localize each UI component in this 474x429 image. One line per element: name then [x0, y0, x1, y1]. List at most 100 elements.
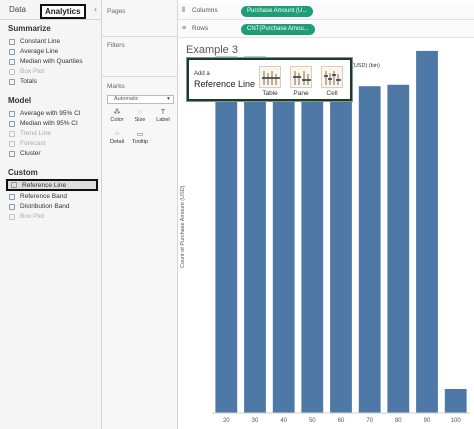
chevron-down-icon: ▼ — [166, 96, 171, 102]
custom-heading: Custom — [8, 168, 38, 177]
columns-pill[interactable]: Purchase Amount (U... — [241, 6, 314, 17]
label-icon: T — [160, 109, 166, 116]
rows-shelf[interactable]: ≡ Rows CNT(Purchase Amou... — [178, 21, 474, 38]
columns-shelf[interactable]: ⦀ Columns Purchase Amount (U... — [178, 3, 474, 20]
median-quartiles-icon — [9, 58, 15, 65]
pane-tabs: Data Analytics ‹ — [0, 0, 102, 20]
analytics-item-median-quartiles[interactable]: Median with Quartiles — [9, 57, 99, 66]
cluster-icon — [9, 150, 15, 157]
bar-50[interactable] — [301, 82, 324, 413]
label-button[interactable]: T Label — [153, 108, 173, 126]
x-tick-label: 40 — [280, 418, 287, 424]
color-icon: ⁂ — [113, 109, 121, 116]
mark-type-select[interactable]: Automatic ▼ — [107, 95, 174, 104]
rows-icon: ≡ — [182, 25, 187, 32]
analytics-item-label: Reference Band — [20, 193, 67, 200]
mark-button-label: Label — [156, 117, 170, 123]
analytics-item-custom-box-plot: Box Plot — [9, 212, 99, 221]
analytics-item-label: Trend Line — [20, 130, 51, 137]
bar-20[interactable] — [215, 56, 238, 413]
sheet-title: Example 3 — [186, 44, 238, 56]
scope-cell-target[interactable] — [321, 66, 343, 88]
scope-cell-label: Cell — [326, 90, 338, 97]
analytics-item-forecast: Forecast — [9, 139, 99, 148]
bar-60[interactable] — [330, 82, 352, 413]
bar-30[interactable] — [244, 56, 266, 413]
analytics-item-totals[interactable]: Totals — [9, 77, 99, 86]
analytics-item-box-plot: Box Plot — [9, 67, 99, 76]
cards-column: Pages Filters Marks Automatic ▼ ⁂ Color ◌ S… — [102, 0, 178, 429]
columns-shelf-label: Columns — [192, 7, 218, 14]
scope-table-target[interactable] — [259, 66, 281, 88]
analytics-item-reference-line[interactable]: Reference Line — [6, 179, 98, 191]
analytics-item-label: Constant Line — [20, 38, 61, 45]
color-button[interactable]: ⁂ Color — [107, 108, 127, 126]
bar-80[interactable] — [387, 84, 410, 414]
card-divider — [102, 36, 178, 37]
tab-analytics[interactable]: Analytics — [40, 4, 86, 19]
x-tick-label: 60 — [338, 418, 345, 424]
bar-90[interactable] — [416, 50, 438, 414]
scope-pane-label: Pane — [293, 90, 309, 97]
rows-pill[interactable]: CNT(Purchase Amou... — [241, 24, 315, 35]
bar-70[interactable] — [358, 86, 381, 413]
distribution-band-icon — [9, 203, 15, 210]
bar-chart: 20 30 40 50 60 70 80 90 100 — [212, 50, 470, 424]
tab-data[interactable]: Data — [9, 5, 26, 14]
analytics-pane: Data Analytics ‹ Summarize Constant Line… — [0, 0, 102, 429]
analytics-item-label: Average Line — [20, 48, 59, 55]
reference-band-icon — [9, 193, 15, 200]
box-plot-icon — [9, 213, 15, 220]
analytics-item-label: Median with Quartiles — [20, 58, 83, 65]
analytics-item-median-ci[interactable]: Median with 95% CI — [9, 119, 99, 128]
analytics-item-average-line[interactable]: Average Line — [9, 47, 99, 56]
model-heading: Model — [8, 96, 32, 105]
constant-line-icon — [9, 38, 15, 45]
mark-type-value: Automatic — [114, 96, 139, 102]
x-tick-label: 50 — [309, 418, 316, 424]
detail-button[interactable]: ⁘ Detail — [107, 130, 127, 148]
view-canvas[interactable]: Example 3 (USD) (bin) Count of Purchase … — [178, 38, 474, 429]
analytics-item-label: Reference Line — [22, 181, 67, 189]
pages-card-title: Pages — [107, 8, 126, 15]
analytics-item-constant-line[interactable]: Constant Line — [9, 37, 99, 46]
marks-card-title: Marks — [107, 83, 125, 90]
average-line-icon — [9, 48, 15, 55]
bar-40[interactable] — [272, 94, 295, 413]
median-ci-icon — [9, 120, 15, 127]
tooltip-button[interactable]: ▭ Tooltip — [130, 130, 150, 148]
analytics-item-cluster[interactable]: Cluster — [9, 149, 99, 158]
scope-pane-target[interactable] — [290, 66, 312, 88]
analytics-item-label: Box Plot — [20, 68, 45, 75]
analytics-item-label: Box Plot — [20, 213, 45, 220]
filters-card-title: Filters — [107, 42, 125, 49]
detail-icon: ⁘ — [114, 131, 120, 138]
card-divider — [102, 76, 178, 77]
mark-button-label: Color — [110, 117, 124, 123]
x-tick-label: 30 — [252, 418, 259, 424]
trend-line-icon — [9, 130, 15, 137]
forecast-icon — [9, 140, 15, 147]
bar-100[interactable] — [444, 389, 467, 413]
analytics-item-average-ci[interactable]: Average with 95% CI — [9, 109, 99, 118]
x-tick-label: 100 — [451, 418, 462, 424]
popup-title: Reference Line — [194, 79, 256, 89]
x-tick-label: 20 — [223, 418, 230, 424]
collapse-pane-icon[interactable]: ‹ — [94, 4, 97, 14]
analytics-item-reference-band[interactable]: Reference Band — [9, 192, 99, 201]
analytics-item-distribution-band[interactable]: Distribution Band — [9, 202, 99, 211]
columns-icon: ⦀ — [182, 7, 186, 14]
size-button[interactable]: ◌ Size — [130, 108, 150, 126]
analytics-item-label: Median with 95% CI — [20, 120, 78, 127]
size-icon: ◌ — [137, 109, 143, 116]
average-ci-icon — [9, 110, 15, 117]
box-plot-icon — [9, 68, 15, 75]
analytics-item-label: Cluster — [20, 150, 41, 157]
mark-button-label: Tooltip — [132, 139, 148, 145]
scope-table-label: Table — [262, 90, 278, 97]
analytics-item-label: Average with 95% CI — [20, 110, 81, 117]
cell-scope-icon — [324, 71, 341, 85]
reference-line-icon — [11, 182, 17, 188]
summarize-heading: Summarize — [8, 24, 51, 33]
